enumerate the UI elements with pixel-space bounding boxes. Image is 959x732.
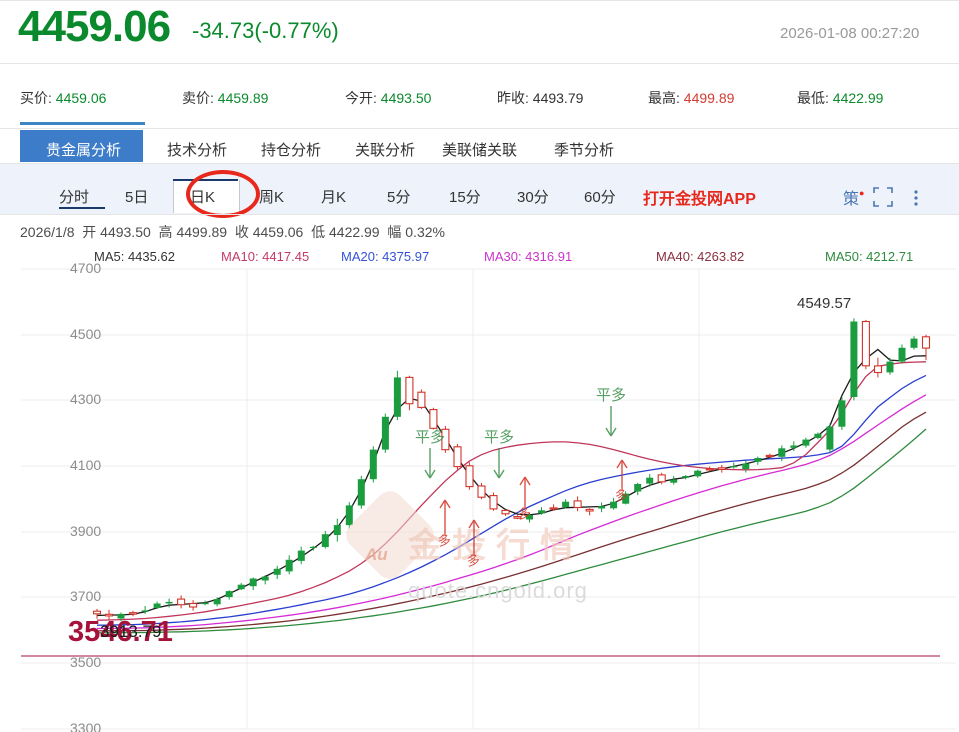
svg-text:平多: 平多	[415, 429, 445, 446]
svg-text:平多: 平多	[596, 387, 626, 404]
svg-text:平多: 平多	[484, 429, 514, 446]
